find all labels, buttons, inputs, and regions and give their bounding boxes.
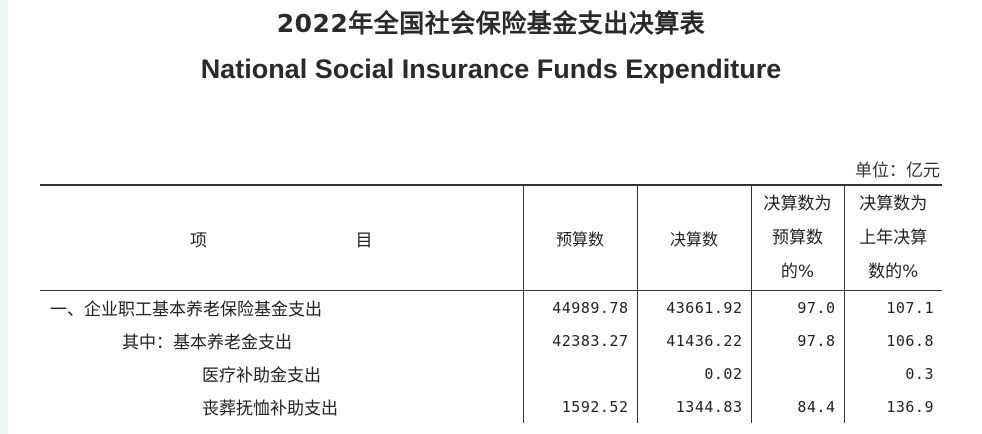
row-budget: 1592.52	[522, 390, 637, 423]
row-final: 41436.22	[636, 324, 751, 357]
row-budget: 44989.78	[522, 290, 637, 324]
table-row: 一、企业职工基本养老保险基金支出 44989.78 43661.92 97.0 …	[40, 290, 942, 324]
row-budget: 42383.27	[522, 324, 637, 357]
page-subtitle: National Social Insurance Funds Expendit…	[200, 54, 782, 84]
header-pct-budget-line1: 决算数为	[763, 194, 832, 214]
row-pct-budget: 84.4	[750, 390, 844, 423]
row-label: 医疗补助金支出	[202, 366, 321, 386]
unit-label: 单位：亿元	[855, 161, 940, 181]
header-pct-of-budget: 决算数为 预算数 的%	[750, 185, 844, 291]
header-pct-budget-line3: 的%	[780, 262, 815, 282]
row-pct-budget: 97.0	[750, 290, 844, 324]
row-pct-prev: 106.8	[843, 324, 942, 357]
header-budget: 预算数	[522, 185, 637, 291]
table-header-row: 项 目 预算数 决算数 决算数为 预算数 的% 决算数为 上年决算 数的%	[40, 185, 942, 291]
header-pct-prev-line1: 决算数为	[859, 194, 928, 214]
row-pct-budget	[750, 357, 844, 390]
row-label: 其中：基本养老金支出	[122, 333, 292, 353]
header-pct-budget-line2: 预算数	[772, 228, 823, 248]
header-pct-prev-line2: 上年决算	[859, 228, 928, 248]
table-row: 丧葬抚恤补助支出 1592.52 1344.83 84.4 136.9	[40, 390, 942, 423]
header-item-char-2: 目	[355, 230, 373, 251]
left-edge-tint	[0, 0, 8, 434]
row-pct-prev: 107.1	[843, 290, 942, 324]
table-row: 医疗补助金支出 0.02 0.3	[40, 357, 942, 390]
row-final: 0.02	[636, 357, 751, 390]
row-label: 丧葬抚恤补助支出	[202, 399, 338, 419]
row-pct-budget: 97.8	[750, 324, 844, 357]
row-label: 一、企业职工基本养老保险基金支出	[50, 300, 322, 320]
header-final: 决算数	[636, 185, 751, 291]
row-pct-prev: 136.9	[843, 390, 942, 423]
row-final: 1344.83	[636, 390, 751, 423]
table-row: 其中：基本养老金支出 42383.27 41436.22 97.8 106.8	[40, 324, 942, 357]
expenditure-table: 项 目 预算数 决算数 决算数为 预算数 的% 决算数为 上年决算 数的%	[40, 184, 942, 423]
row-final: 43661.92	[636, 290, 751, 324]
page-title: 2022年全国社会保险基金支出决算表	[276, 9, 706, 38]
header-item: 项 目	[40, 185, 523, 291]
header-pct-prev-line3: 数的%	[868, 262, 919, 282]
header-pct-of-prev: 决算数为 上年决算 数的%	[843, 185, 942, 291]
header-item-char-1: 项	[190, 230, 207, 251]
row-pct-prev: 0.3	[843, 357, 942, 390]
row-budget	[522, 357, 637, 390]
